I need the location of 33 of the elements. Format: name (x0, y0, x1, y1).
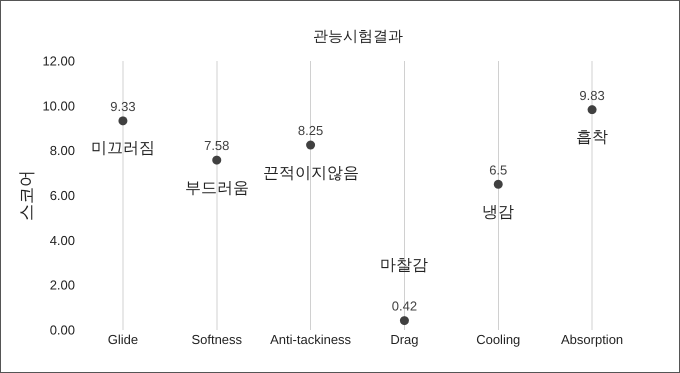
x-tick-label: Absorption (561, 332, 624, 347)
point (494, 180, 503, 189)
annotation: 미끄러짐 (91, 140, 155, 157)
x-tick-label: Drag (390, 332, 419, 347)
data-label: 8.25 (298, 123, 324, 138)
y-tick-label: 10.00 (42, 98, 75, 114)
data-label: 0.42 (392, 298, 418, 314)
annotation: 냉감 (482, 204, 514, 221)
chart-title: 관능시험결과 (313, 28, 403, 45)
y-tick-label: 0.00 (50, 322, 75, 338)
point (306, 140, 316, 150)
data-label: 7.58 (204, 138, 230, 154)
point (588, 105, 597, 114)
point (400, 316, 409, 326)
data-label: 9.33 (110, 98, 136, 114)
y-tick-label: 4.00 (50, 232, 75, 248)
annotation: 흡착 (576, 129, 608, 146)
y-tick-label: 12.00 (42, 54, 75, 69)
data-label: 9.83 (579, 88, 605, 103)
x-tick-label: Glide (108, 332, 138, 347)
x-tick-label: Softness (191, 332, 243, 347)
data-label: 6.5 (489, 162, 508, 178)
x-tick-label: Anti-tackiness (270, 332, 352, 347)
y-tick-label: 8.00 (50, 143, 75, 158)
point (118, 116, 128, 126)
annotation: 끈적이지않음 (263, 165, 359, 182)
point (212, 156, 222, 165)
y-tick-label: 6.00 (50, 188, 75, 204)
y-tick-label: 2.00 (50, 278, 75, 293)
annotation: 부드러움 (185, 180, 249, 197)
y-axis-title: 스코어 (17, 170, 36, 221)
x-tick-label: Cooling (476, 332, 520, 347)
annotation: 마찰감 (380, 257, 428, 274)
